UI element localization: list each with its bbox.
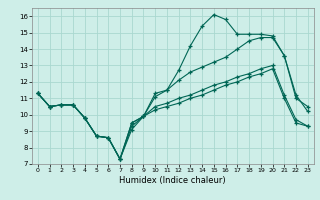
X-axis label: Humidex (Indice chaleur): Humidex (Indice chaleur) bbox=[119, 176, 226, 185]
